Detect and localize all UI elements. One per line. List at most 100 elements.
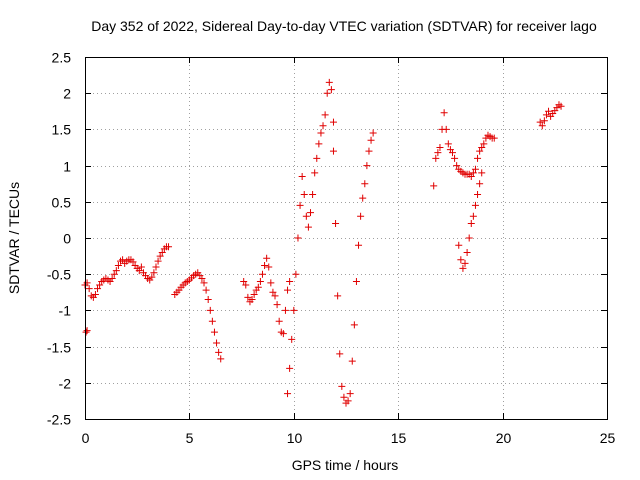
data-point <box>114 262 122 270</box>
data-point <box>323 89 331 97</box>
x-tick-label: 5 <box>186 430 194 446</box>
data-point <box>244 293 252 301</box>
data-point <box>284 286 292 294</box>
data-point <box>474 154 482 162</box>
data-point <box>363 162 371 170</box>
data-point <box>476 147 484 155</box>
data-point <box>256 277 264 285</box>
data-point <box>442 125 450 133</box>
data-point <box>129 258 137 266</box>
y-tick-label: 0.5 <box>52 195 72 211</box>
data-point <box>267 279 275 287</box>
data-point <box>83 279 91 287</box>
data-point <box>471 201 479 209</box>
data-point <box>152 263 160 271</box>
data-point <box>455 241 463 249</box>
y-tick-label: 1 <box>63 159 71 175</box>
data-point <box>165 243 173 251</box>
data-point <box>467 220 475 228</box>
data-point <box>281 306 289 314</box>
data-point <box>279 330 287 338</box>
data-point <box>150 269 158 277</box>
data-point <box>200 279 208 287</box>
plot-frame <box>85 57 608 420</box>
data-point <box>290 306 298 314</box>
data-point <box>158 248 166 256</box>
series-segment-6 <box>430 109 498 190</box>
series-segment-3 <box>240 254 294 338</box>
y-tick-label: -1.5 <box>47 340 71 356</box>
data-point <box>208 317 216 325</box>
data-point <box>453 162 461 170</box>
axis-ticks: 0 5 10 15 20 25 -2.5 -2 -1.5 -1 -0.5 0 0.5 1 1.5 2 2.5 <box>47 50 616 447</box>
data-point <box>82 328 90 336</box>
data-point <box>321 111 329 119</box>
data-point <box>329 118 337 126</box>
data-point <box>545 107 553 115</box>
series-segment-6b <box>455 169 486 272</box>
data-point <box>242 281 250 289</box>
data-point <box>273 301 281 309</box>
data-point <box>286 277 294 285</box>
grid-lines <box>85 57 607 419</box>
data-point <box>334 292 342 300</box>
data-point <box>240 277 248 285</box>
data-point <box>296 201 304 209</box>
data-point <box>329 147 337 155</box>
data-point <box>198 275 206 283</box>
data-point <box>315 140 323 148</box>
y-tick-label: 2 <box>63 86 71 102</box>
y-tick-label: 2.5 <box>52 50 72 66</box>
data-point <box>465 234 473 242</box>
data-point <box>451 154 459 162</box>
data-point <box>540 117 548 125</box>
data-point <box>340 393 348 401</box>
series-segment-7 <box>536 101 565 130</box>
series-segment-5 <box>329 129 377 407</box>
data-point <box>313 154 321 162</box>
data-point <box>346 390 354 398</box>
data-point <box>432 154 440 162</box>
data-point <box>309 191 317 199</box>
data-point <box>332 220 340 228</box>
data-point <box>137 263 145 271</box>
data-point <box>302 212 310 220</box>
data-point <box>467 172 475 180</box>
data-point <box>112 267 120 275</box>
data-points <box>81 78 565 407</box>
data-point <box>444 140 452 148</box>
data-point <box>336 350 344 358</box>
data-point <box>430 182 438 190</box>
x-tick-label: 10 <box>287 430 303 446</box>
x-axis-label: GPS time / hours <box>292 457 399 473</box>
x-tick-label: 15 <box>391 430 407 446</box>
data-point <box>258 270 266 278</box>
data-point <box>542 111 550 119</box>
data-point <box>319 122 327 130</box>
series-segment-1 <box>81 243 173 301</box>
y-tick-label: -2 <box>59 376 72 392</box>
data-point <box>110 270 118 278</box>
series-segment-1b <box>82 327 91 336</box>
x-tick-label: 0 <box>82 430 90 446</box>
x-tick-label: 25 <box>600 430 616 446</box>
x-tick-label: 20 <box>496 430 512 446</box>
data-point <box>204 296 212 304</box>
data-point <box>436 144 444 151</box>
data-point <box>215 348 223 356</box>
data-point <box>348 357 356 365</box>
data-point <box>119 256 127 264</box>
data-point <box>352 277 360 285</box>
data-point <box>135 267 143 275</box>
data-point <box>557 102 565 110</box>
data-point <box>292 270 300 278</box>
data-point <box>269 288 277 296</box>
y-axis-label: SDTVAR / TECUs <box>6 182 22 294</box>
y-tick-label: -2.5 <box>47 412 71 428</box>
data-point <box>350 321 358 329</box>
data-point <box>275 317 283 325</box>
data-point <box>271 292 279 300</box>
data-point <box>91 290 99 298</box>
data-point <box>294 234 302 242</box>
